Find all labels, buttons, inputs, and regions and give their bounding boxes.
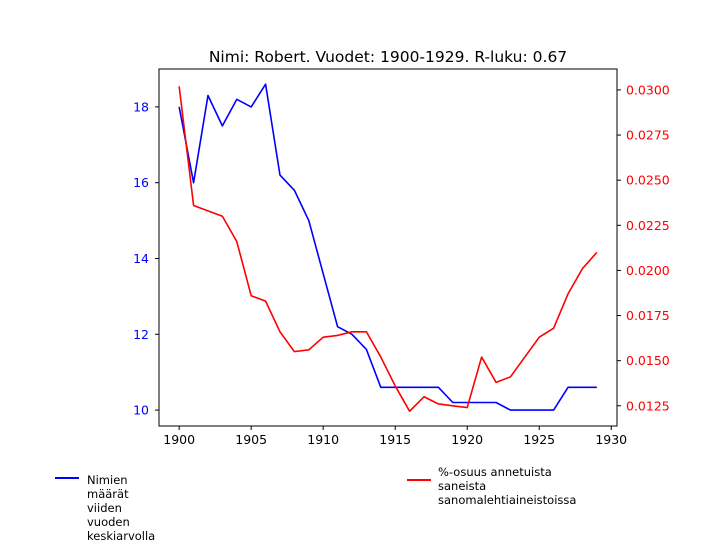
right-y-tick-label-3: 0.0200 bbox=[626, 263, 670, 278]
left-y-tick-label-18: 18 bbox=[133, 99, 149, 114]
x-tick-label-1915: 1915 bbox=[379, 432, 411, 447]
legend-label-red: %-osuus annetuista saneista sanomalehtia… bbox=[438, 465, 577, 507]
x-tick-label-1925: 1925 bbox=[523, 432, 555, 447]
plot-area: 1900 1905 1910 1915 1920 1925 1930 10 12 14 16 18 0.… bbox=[133, 68, 670, 447]
right-y-tick-label-7: 0.0300 bbox=[626, 82, 670, 97]
left-y-tick-label-14: 14 bbox=[133, 251, 149, 266]
chart-title: Nimi: Robert. Vuodet: 1900-1929. R-luku:… bbox=[209, 48, 567, 66]
right-y-tick-label-6: 0.0275 bbox=[626, 128, 670, 143]
left-y-tick-label-12: 12 bbox=[133, 327, 149, 342]
right-y-tick-label-4: 0.0225 bbox=[626, 218, 670, 233]
legend-swatch-red bbox=[407, 479, 431, 481]
legend-label-blue: Nimien määrät viiden vuoden keskiarvolla bbox=[87, 473, 156, 543]
legend-swatch-blue bbox=[55, 477, 79, 479]
series-line-red bbox=[178, 86, 598, 413]
x-tick-label-1920: 1920 bbox=[451, 432, 483, 447]
plot-frame bbox=[158, 68, 618, 427]
left-y-tick-label-16: 16 bbox=[133, 175, 149, 190]
x-tick-label-1905: 1905 bbox=[235, 432, 267, 447]
x-tick-label-1910: 1910 bbox=[307, 432, 339, 447]
right-y-tick-label-2: 0.0175 bbox=[626, 308, 670, 323]
right-y-tick-label-0: 0.0125 bbox=[626, 398, 670, 413]
left-y-tick-label-10: 10 bbox=[133, 403, 149, 418]
x-tick-label-1900: 1900 bbox=[163, 432, 195, 447]
x-tick-label-1930: 1930 bbox=[595, 432, 627, 447]
series-line-blue bbox=[178, 83, 597, 411]
right-y-tick-label-1: 0.0150 bbox=[626, 353, 670, 368]
right-y-tick-label-5: 0.0250 bbox=[626, 173, 670, 188]
